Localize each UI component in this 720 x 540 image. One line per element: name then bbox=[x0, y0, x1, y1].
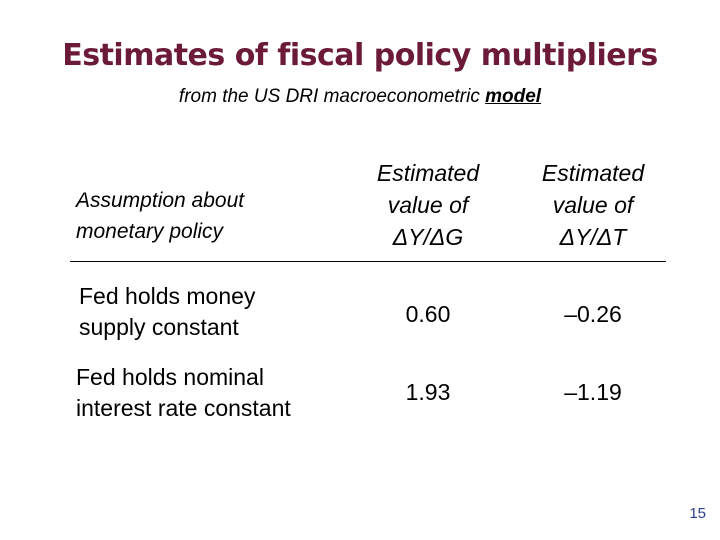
row2-label-line2: interest rate constant bbox=[76, 395, 291, 421]
row2-dy-dt-value: –1.19 bbox=[564, 379, 622, 405]
row1-dy-dt-value: –0.26 bbox=[564, 301, 622, 327]
header-assumption: Assumption about monetary policy bbox=[76, 185, 316, 247]
header-dy-dg-line1: Estimated bbox=[376, 160, 480, 186]
header-assumption-line2: monetary policy bbox=[76, 220, 224, 243]
header-divider bbox=[70, 261, 666, 262]
slide-subtitle: from the US DRI macroeconometric model bbox=[0, 86, 720, 108]
subtitle-emphasis: model bbox=[485, 86, 542, 107]
header-assumption-line1: Assumption about bbox=[76, 189, 245, 212]
page-number: 15 bbox=[689, 505, 706, 522]
subtitle-text: from the US DRI macroeconometric bbox=[178, 86, 486, 107]
row1-label-line2: supply constant bbox=[79, 314, 239, 340]
header-dy-dt-line1: Estimated bbox=[541, 160, 645, 186]
row1-dy-dg-value: 0.60 bbox=[405, 301, 451, 327]
header-dy-dg: Estimated value of ΔY/ΔG bbox=[348, 157, 508, 253]
slide-title: Estimates of fiscal policy multipliers bbox=[62, 38, 658, 73]
header-dy-dg-line3: ΔY/ΔG bbox=[392, 224, 464, 250]
row2-label-line1: Fed holds nominal bbox=[76, 364, 264, 390]
row1-label-line1: Fed holds money bbox=[79, 283, 256, 309]
header-dy-dg-line2: value of bbox=[387, 192, 469, 218]
row-label-interest-rate: Fed holds nominal interest rate constant bbox=[76, 362, 346, 424]
header-dy-dt: Estimated value of ΔY/ΔT bbox=[513, 157, 673, 253]
row2-dy-dg-value: 1.93 bbox=[405, 379, 451, 405]
header-dy-dt-line3: ΔY/ΔT bbox=[559, 224, 627, 250]
row-label-money-supply: Fed holds money supply constant bbox=[79, 281, 349, 343]
header-dy-dt-line2: value of bbox=[552, 192, 634, 218]
